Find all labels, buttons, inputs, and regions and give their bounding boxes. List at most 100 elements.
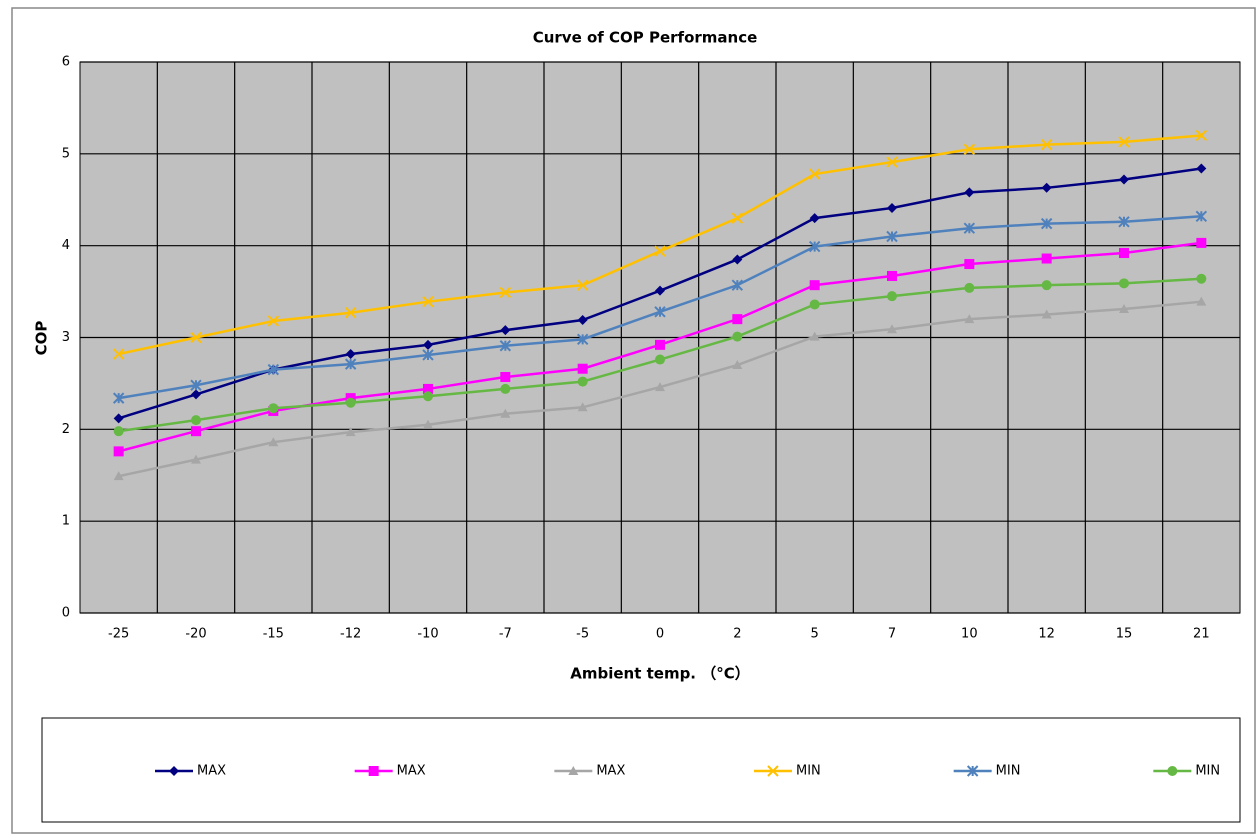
marker (654, 306, 666, 318)
marker (344, 306, 357, 319)
marker (732, 254, 743, 265)
marker (423, 419, 433, 429)
marker (886, 156, 898, 168)
x-tick-label: 12 (1038, 627, 1055, 642)
marker (1196, 163, 1207, 174)
marker (1119, 174, 1129, 185)
marker (654, 245, 666, 257)
marker (577, 402, 588, 412)
marker (1167, 766, 1178, 776)
marker (731, 279, 744, 291)
legend-label: MIN (796, 764, 821, 779)
marker (887, 324, 897, 334)
marker (190, 379, 202, 391)
marker (964, 259, 975, 270)
marker (423, 391, 433, 402)
marker (344, 358, 357, 370)
marker (577, 315, 588, 326)
marker (499, 286, 512, 299)
marker (191, 415, 201, 426)
marker (112, 392, 125, 404)
marker (732, 314, 743, 325)
marker (809, 331, 820, 341)
marker (1195, 129, 1208, 142)
y-tick-label: 4 (62, 238, 70, 253)
marker (1040, 138, 1053, 151)
marker (1041, 280, 1052, 291)
marker (655, 354, 665, 365)
marker (423, 339, 433, 350)
marker (423, 383, 433, 394)
marker (1041, 253, 1052, 264)
marker (113, 426, 124, 437)
marker (732, 360, 743, 370)
marker (887, 203, 897, 214)
marker (731, 212, 744, 224)
marker (809, 280, 820, 291)
marker (887, 270, 897, 281)
marker (345, 397, 356, 408)
legend-label: MIN (996, 764, 1021, 779)
marker (113, 446, 124, 457)
marker (345, 427, 356, 437)
marker (191, 426, 201, 437)
x-tick-label: -10 (417, 627, 438, 642)
x-tick-label: 10 (961, 627, 978, 642)
marker (191, 454, 201, 464)
marker (1041, 182, 1052, 193)
marker (1118, 216, 1130, 228)
marker (887, 291, 897, 302)
marker (500, 408, 511, 418)
x-tick-label: 7 (888, 627, 896, 642)
marker (267, 315, 280, 327)
y-tick-label: 2 (62, 422, 70, 437)
marker (345, 349, 356, 360)
legend-label: MAX (197, 764, 226, 779)
marker (1040, 217, 1053, 230)
x-tick-label: 5 (811, 627, 819, 642)
marker (655, 382, 665, 392)
marker (368, 766, 379, 776)
y-tick-label: 3 (62, 330, 70, 345)
marker (1119, 304, 1129, 314)
x-tick-label: 21 (1193, 627, 1210, 642)
marker (422, 295, 434, 308)
marker (732, 331, 743, 342)
marker (964, 282, 975, 293)
marker (809, 299, 820, 310)
chart-title: Curve of COP Performance (533, 29, 758, 47)
legend-label: MIN (1195, 764, 1220, 779)
y-tick-label: 6 (62, 55, 70, 70)
marker (1195, 210, 1208, 222)
x-tick-label: -5 (576, 627, 589, 642)
x-tick-label: -20 (185, 627, 206, 642)
legend-label: MAX (596, 764, 625, 779)
legend-label: MAX (397, 764, 426, 779)
marker (964, 187, 975, 198)
marker (113, 471, 124, 481)
x-tick-label: -7 (499, 627, 512, 642)
legend-box (41, 717, 1241, 823)
marker (886, 230, 898, 243)
marker (1196, 273, 1207, 284)
marker (809, 213, 820, 224)
y-tick-label: 5 (62, 146, 70, 161)
marker (191, 389, 201, 400)
marker (963, 222, 976, 234)
marker (169, 766, 179, 776)
y-tick-label: 0 (62, 606, 70, 621)
marker (422, 349, 434, 361)
x-axis-title: Ambient temp. （°C） (570, 665, 750, 683)
marker (267, 363, 280, 376)
marker (500, 371, 511, 382)
marker (190, 331, 202, 344)
marker (268, 403, 279, 414)
marker (1196, 237, 1207, 248)
marker (963, 143, 976, 155)
marker (568, 766, 579, 775)
marker (1118, 136, 1130, 148)
marker (808, 240, 821, 253)
marker (577, 363, 588, 374)
marker (577, 376, 588, 387)
